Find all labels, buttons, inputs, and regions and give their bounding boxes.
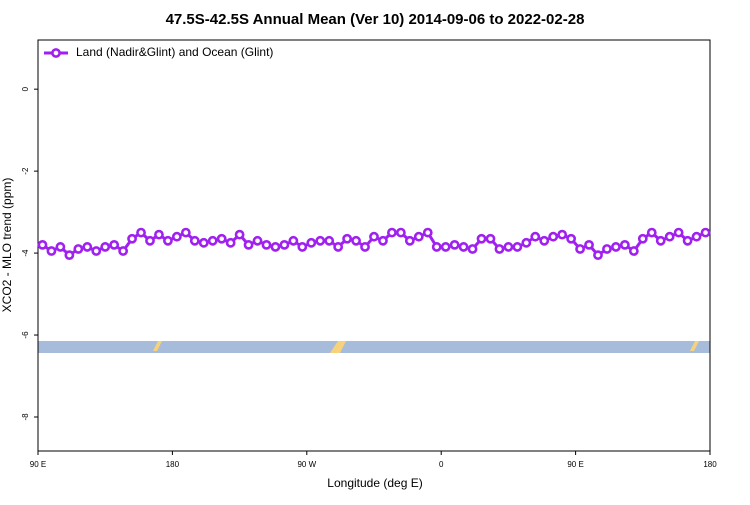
land-mask — [38, 341, 710, 353]
data-point — [584, 239, 594, 250]
data-point — [619, 239, 630, 250]
data-point — [602, 244, 612, 254]
data-point — [494, 244, 505, 254]
data-point — [575, 244, 585, 254]
data-point — [333, 242, 344, 252]
legend-label: Land (Nadir&Glint) and Ocean (Glint) — [76, 45, 273, 59]
x-tick-label: 90 E — [30, 460, 46, 469]
data-point — [431, 242, 442, 252]
data-point — [530, 231, 541, 242]
data-point — [234, 229, 245, 240]
data-point — [127, 233, 137, 244]
data-point — [673, 227, 684, 238]
data-point — [118, 246, 129, 256]
data-point — [539, 235, 550, 246]
data-point — [369, 231, 379, 242]
data-point — [145, 235, 155, 246]
data-point — [55, 242, 66, 252]
data-point — [458, 242, 469, 252]
data-point — [109, 239, 120, 250]
data-point — [548, 231, 559, 242]
x-tick-label: 90 W — [297, 460, 316, 469]
chart-title: 47.5S-42.5S Annual Mean (Ver 10) 2014-09… — [166, 11, 585, 28]
data-point — [154, 229, 164, 240]
data-point — [37, 239, 48, 250]
data-point — [252, 235, 263, 246]
data-point — [100, 242, 111, 252]
data-point — [611, 242, 621, 252]
data-point — [243, 239, 254, 250]
data-point — [306, 237, 317, 248]
land-patch — [153, 341, 162, 351]
data-point — [664, 231, 675, 242]
x-tick-label: 180 — [703, 460, 717, 469]
data-point — [261, 239, 272, 250]
data-point — [315, 235, 326, 246]
data-point — [216, 233, 227, 244]
y-tick-label: -2 — [21, 167, 30, 175]
data-point — [73, 244, 84, 254]
data-point — [404, 235, 415, 246]
data-point — [198, 237, 209, 248]
data-point — [207, 235, 218, 246]
x-tick-label: 180 — [166, 460, 180, 469]
y-tick-label: -8 — [21, 413, 30, 421]
data-point — [180, 227, 191, 238]
data-point — [163, 235, 173, 246]
data-point — [637, 233, 648, 244]
y-tick-label: -6 — [21, 331, 30, 339]
data-point — [521, 237, 532, 248]
data-point — [225, 237, 236, 248]
data-point — [476, 233, 487, 244]
data-point — [171, 231, 182, 242]
land-patch — [330, 341, 346, 353]
data-point — [324, 235, 335, 246]
data-point — [297, 242, 308, 252]
data-point — [485, 233, 496, 244]
x-tick-label: 90 E — [567, 460, 583, 469]
data-point — [422, 227, 433, 238]
data-point — [682, 235, 693, 246]
data-point — [270, 242, 281, 252]
data-point — [440, 242, 451, 252]
data-point — [395, 227, 406, 238]
x-axis-label: Longitude (deg E) — [327, 476, 422, 490]
data-point — [342, 233, 353, 244]
y-tick-label: 0 — [21, 86, 30, 91]
legend-marker — [51, 48, 61, 58]
data-point — [46, 246, 57, 256]
data-point — [557, 229, 568, 240]
y-tick-label: -4 — [21, 249, 30, 257]
data-point — [413, 231, 424, 242]
data-point — [91, 246, 102, 256]
data-point — [566, 233, 577, 244]
data-point — [700, 227, 711, 238]
data-point — [593, 250, 603, 261]
data-point — [360, 242, 370, 252]
ocean-strip — [38, 341, 710, 353]
data-point — [387, 227, 397, 238]
data-point — [646, 227, 657, 238]
data-point — [467, 244, 478, 254]
data-point — [378, 235, 388, 246]
data-point — [351, 235, 361, 246]
data-point — [691, 231, 702, 242]
data-point — [655, 235, 666, 246]
data-point — [82, 242, 93, 252]
x-tick-label: 0 — [439, 460, 444, 469]
data-point — [503, 242, 514, 252]
data-point — [288, 235, 299, 246]
data-point — [189, 235, 200, 246]
data-point — [628, 246, 639, 256]
data-point — [512, 242, 523, 252]
data-point — [279, 239, 290, 250]
data-point — [64, 250, 75, 261]
land-patch — [690, 341, 699, 351]
y-axis-label: XCO2 - MLO trend (ppm) — [0, 178, 14, 313]
data-point — [136, 227, 146, 238]
data-point — [449, 239, 460, 250]
